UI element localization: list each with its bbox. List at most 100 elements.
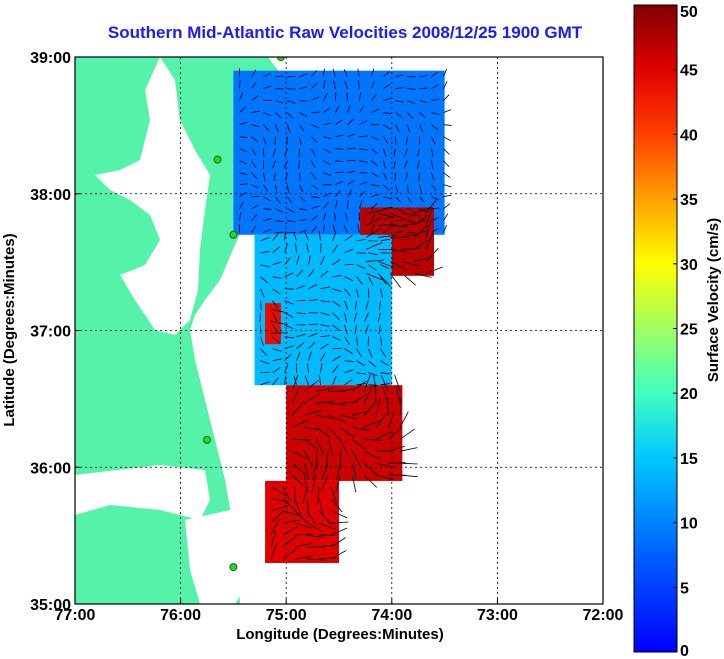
vector-arrow <box>425 232 434 250</box>
vector-arrow <box>275 75 284 78</box>
vector-arrow <box>365 227 382 238</box>
vector-arrow <box>431 136 436 145</box>
vector-arrow <box>393 160 396 169</box>
vector-arrow <box>272 300 279 309</box>
vector-arrow <box>302 486 308 504</box>
vector-arrow <box>371 136 380 141</box>
vector-arrow <box>260 336 264 346</box>
station-marker <box>203 435 211 444</box>
vector-arrow <box>405 172 408 181</box>
vector-arrow <box>332 364 339 374</box>
vector-arrow <box>283 160 288 169</box>
vector-arrow <box>335 119 343 126</box>
vector-arrow <box>425 266 443 274</box>
y-axis-ticks: 39:00 38:00 37:00 36:00 35:00 <box>30 50 80 614</box>
vector-arrow <box>275 220 284 222</box>
colorbar-tick-label: 20 <box>680 386 698 403</box>
vector-arrow <box>443 68 447 77</box>
vector-arrow <box>332 258 341 266</box>
vector-arrow <box>315 426 331 438</box>
vector-arrow <box>389 213 407 221</box>
vector-arrow <box>371 108 379 114</box>
vector-arrow <box>272 160 276 169</box>
vector-arrow <box>311 96 319 102</box>
vector-arrow <box>303 438 319 450</box>
vector-arrow <box>287 100 296 104</box>
vector-arrow <box>344 80 348 89</box>
vector-arrow <box>399 428 415 440</box>
vector-arrow <box>304 410 322 416</box>
vector-arrow <box>311 136 318 143</box>
vector-arrow <box>318 510 331 525</box>
vector-arrow <box>311 172 317 180</box>
vector-arrow <box>371 213 376 221</box>
vector-arrow <box>417 148 420 157</box>
vector-arrow <box>383 124 391 130</box>
vector-arrow <box>356 348 362 358</box>
vector-arrow <box>332 68 336 77</box>
vector-arrow <box>323 107 331 113</box>
vector-arrow <box>316 401 334 404</box>
vector-arrow <box>383 184 390 191</box>
vector-arrow <box>335 105 340 113</box>
vector-arrow <box>323 160 331 166</box>
vector-arrow <box>308 341 316 350</box>
vector-arrow <box>263 112 272 116</box>
vector-arrow <box>333 212 336 221</box>
vector-arrow <box>344 234 353 242</box>
vector-arrow <box>406 136 408 145</box>
vector-arrow <box>363 401 377 416</box>
vector-arrow <box>319 534 337 536</box>
vector-arrow <box>311 205 320 210</box>
vector-arrow <box>272 276 282 279</box>
vector-arrow <box>368 252 378 256</box>
vector-arrow <box>304 375 309 385</box>
vector-arrow <box>251 214 258 221</box>
y-axis-label: Latitude (Degrees:Minutes) <box>1 233 18 426</box>
vector-arrow <box>340 387 358 392</box>
vector-arrow <box>443 224 447 233</box>
vector-arrow <box>330 550 347 560</box>
vector-arrow <box>403 160 408 169</box>
vector-arrow <box>296 351 301 361</box>
vector-arrow <box>344 379 353 386</box>
vector-arrow <box>378 234 396 238</box>
vector-arrow <box>368 264 377 271</box>
x-tick-label: 77:00 <box>55 607 96 624</box>
vector-arrow <box>311 124 320 129</box>
vector-arrow <box>296 255 300 265</box>
vector-arrow <box>284 336 294 339</box>
vector-arrow <box>379 300 381 311</box>
vector-arrow <box>359 135 368 138</box>
vector-arrow <box>377 312 381 323</box>
vector-arrow <box>380 264 390 270</box>
vector-arrow <box>333 80 336 89</box>
vector-arrow <box>251 204 259 210</box>
vector-arrow <box>308 323 319 326</box>
vector-arrow <box>402 213 420 217</box>
vector-arrow <box>351 475 357 493</box>
vector-arrow <box>376 474 394 481</box>
vector-arrow <box>443 94 450 101</box>
colorbar-tick-label: 30 <box>680 257 698 274</box>
vector-arrow <box>431 227 439 234</box>
vector-arrow <box>303 475 309 493</box>
vector-arrow <box>275 100 284 104</box>
vector-arrow <box>377 261 395 269</box>
vector-arrow <box>390 249 408 253</box>
vector-arrow <box>291 374 299 392</box>
vector-arrow <box>376 462 394 468</box>
vector-arrow <box>395 386 401 404</box>
vector-arrow <box>335 171 344 174</box>
vector-arrow <box>239 172 248 176</box>
vector-arrow <box>306 510 318 526</box>
vector-arrow <box>323 212 327 221</box>
vector-arrow <box>270 530 277 548</box>
vector-arrow <box>380 336 383 347</box>
colorbar-tick-label: 45 <box>680 63 698 80</box>
vector-arrow <box>303 463 310 481</box>
vector-arrow <box>380 360 389 366</box>
vector-arrow <box>371 68 375 77</box>
vector-arrow <box>251 136 259 143</box>
